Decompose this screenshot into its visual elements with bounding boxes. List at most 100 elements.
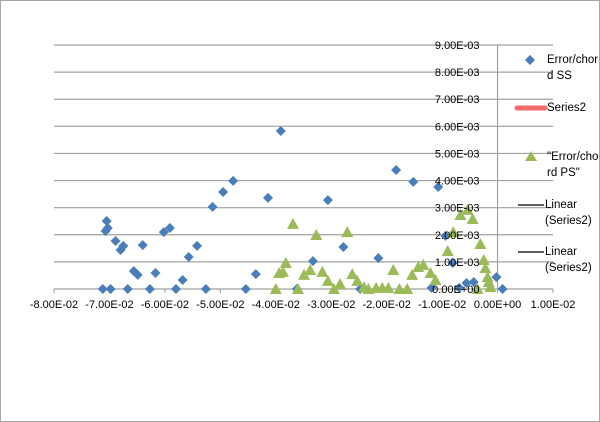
x-tick-label: -6.00E-02 (141, 299, 189, 311)
ps-triangle-point (316, 265, 329, 277)
ps-triangle-point (447, 226, 460, 238)
y-tick-label: 6.00E-03 (435, 121, 480, 133)
ps-triangle-point (461, 203, 474, 215)
ps-triangle-point (321, 274, 334, 286)
ps-triangle-point (334, 278, 347, 290)
ss-diamond-point (218, 186, 229, 197)
ss-diamond-point (275, 125, 286, 136)
ps-triangle-point (279, 256, 292, 268)
x-tick-label: 1.00E-02 (531, 299, 576, 311)
ps-triangle-point (484, 281, 497, 293)
ss-diamond-point (207, 201, 218, 212)
ps-triangle-point (401, 283, 414, 294)
y-tick-label: 9.00E-03 (435, 40, 480, 52)
legend-label-ss: Error/chord SS (547, 54, 599, 82)
ss-diamond-point (263, 192, 274, 203)
ss-diamond-point (228, 175, 239, 186)
ps-triangle-point (406, 268, 419, 280)
legend-triangle-icon (525, 151, 537, 161)
ss-diamond-point (447, 257, 458, 268)
ps-triangle-point (346, 268, 359, 280)
ss-diamond-point (461, 278, 472, 289)
ps-triangle-point (471, 283, 484, 294)
ps-triangle-point (298, 268, 311, 280)
ps-triangle-point (382, 281, 395, 293)
x-tick-label: -2.00E-02 (363, 299, 411, 311)
ps-triangle-point (441, 245, 454, 257)
ss-diamond-point (110, 236, 121, 247)
ps-triangle-point (286, 217, 299, 229)
ss-diamond-point (170, 284, 181, 294)
ss-diamond-point (200, 284, 211, 294)
ss-diamond-point (391, 164, 402, 175)
ss-diamond-point (132, 269, 143, 280)
ps-triangle-point (387, 264, 400, 276)
legend-label-linear-2: Linear (Series2) (545, 246, 592, 274)
ps-triangle-point (479, 262, 492, 274)
ps-triangle-point (429, 274, 442, 286)
ps-triangle-point (291, 283, 304, 294)
ss-diamond-point (491, 272, 502, 283)
ss-diamond-point (158, 227, 169, 238)
x-tick-label: -4.00E-02 (252, 299, 300, 311)
ps-triangle-point (269, 283, 282, 294)
x-tick-label: 0.00E+00 (474, 299, 521, 311)
ss-diamond-point (137, 240, 148, 251)
y-tick-label: 5.00E-03 (435, 148, 480, 160)
legend-label-ps: "Error/chord PS" (547, 151, 599, 179)
ps-triangle-point (481, 271, 494, 283)
ss-diamond-point (454, 282, 465, 293)
ss-diamond-point (102, 223, 113, 233)
y-tick-label: 2.00E-03 (435, 230, 480, 242)
legend-label-series2: Series2 (547, 102, 586, 114)
ss-diamond-point (468, 276, 479, 287)
ss-diamond-point (101, 215, 112, 226)
ps-triangle-point (474, 237, 487, 249)
ss-diamond-point (307, 256, 318, 267)
ps-triangle-point (393, 283, 406, 294)
y-tick-label: 3.00E-03 (435, 203, 480, 215)
ps-triangle-point (276, 265, 289, 277)
y-tick-label: 0.00E+00 (432, 284, 479, 296)
ss-diamond-point (240, 284, 251, 294)
ps-triangle-point (304, 264, 317, 276)
ss-diamond-point (192, 240, 203, 251)
x-tick-label: -8.00E-02 (30, 299, 78, 311)
x-tick-label: -7.00E-02 (85, 299, 133, 311)
ss-diamond-point (426, 282, 437, 293)
x-tick-label: -1.00E-02 (418, 299, 466, 311)
ss-diamond-point (433, 182, 444, 193)
ss-diamond-point (440, 230, 451, 241)
ss-diamond-point (144, 284, 155, 294)
ps-triangle-point (466, 213, 479, 225)
ps-triangle-point (424, 267, 437, 279)
ss-diamond-point (105, 284, 116, 294)
ss-diamond-point (122, 284, 133, 294)
ps-triangle-point (310, 229, 323, 241)
ps-triangle-point (477, 253, 490, 265)
ps-triangle-point (327, 283, 340, 294)
y-tick-label: 1.00E-03 (435, 257, 480, 269)
x-tick-label: -5.00E-02 (196, 299, 244, 311)
y-tick-label: 8.00E-03 (435, 67, 480, 79)
ss-diamond-point (408, 176, 419, 187)
ps-triangle-point (341, 226, 354, 238)
ss-diamond-point (118, 240, 129, 251)
y-tick-label: 4.00E-03 (435, 176, 480, 188)
y-tick-label: 7.00E-03 (435, 94, 480, 106)
ss-diamond-point (177, 275, 188, 286)
ss-diamond-point (373, 253, 384, 264)
ps-triangle-point (454, 208, 467, 220)
legend-diamond-icon (525, 55, 535, 65)
ss-diamond-point (497, 284, 508, 294)
ss-diamond-point (97, 284, 108, 294)
ss-diamond-point (164, 223, 175, 233)
ps-triangle-point (417, 258, 430, 270)
ss-diamond-point (250, 269, 261, 280)
ss-diamond-point (150, 268, 161, 279)
ss-diamond-point (322, 195, 333, 206)
legend-label-linear-1: Linear (Series2) (545, 199, 592, 227)
ss-diamond-point (183, 252, 194, 263)
